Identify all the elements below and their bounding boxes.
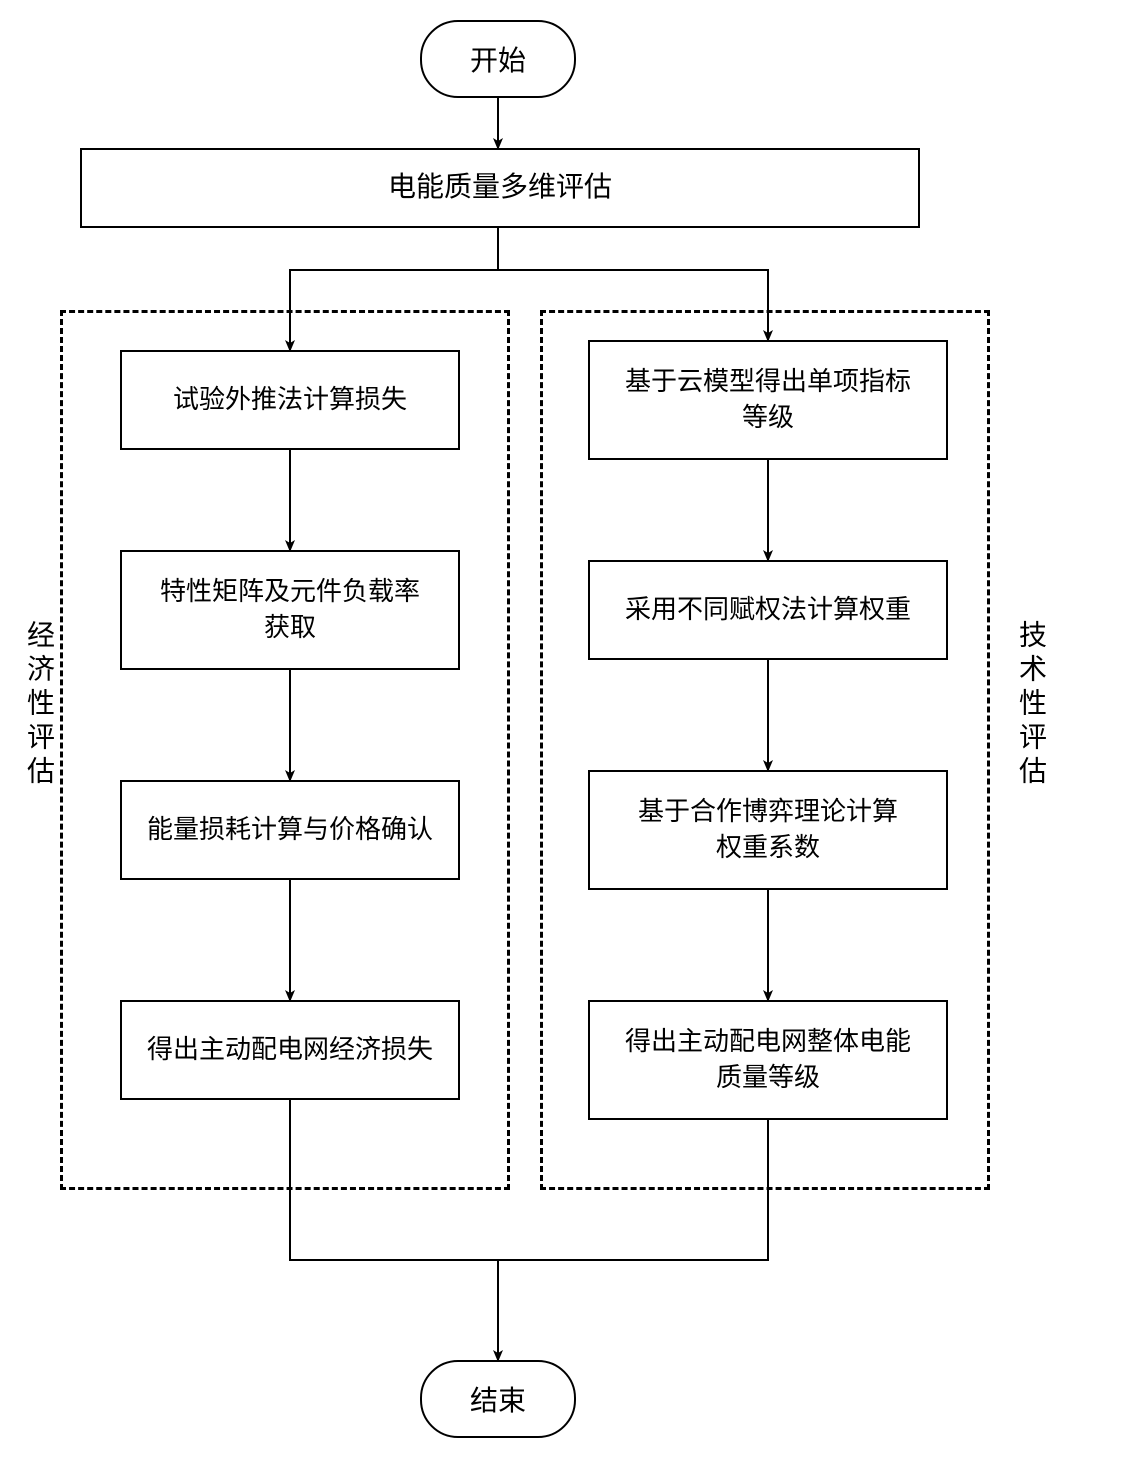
process-box-L2: 特性矩阵及元件负载率获取: [120, 550, 460, 670]
process-box-top: 电能质量多维评估: [80, 148, 920, 228]
group-right-label: 技术性评估: [1010, 620, 1050, 790]
process-box-R3: 基于合作博弈理论计算权重系数: [588, 770, 948, 890]
terminator-start: 开始: [420, 20, 576, 98]
process-box-L1-label: 试验外推法计算损失: [173, 382, 407, 418]
process-box-R4: 得出主动配电网整体电能质量等级: [588, 1000, 948, 1120]
process-box-L3-label: 能量损耗计算与价格确认: [147, 812, 433, 848]
terminator-start-label: 开始: [470, 39, 526, 79]
process-box-R1-label: 基于云模型得出单项指标等级: [625, 364, 911, 437]
process-box-L2-label: 特性矩阵及元件负载率获取: [160, 574, 420, 647]
process-box-R2: 采用不同赋权法计算权重: [588, 560, 948, 660]
process-box-R3-label: 基于合作博弈理论计算权重系数: [638, 794, 898, 867]
process-box-L3: 能量损耗计算与价格确认: [120, 780, 460, 880]
process-box-L1: 试验外推法计算损失: [120, 350, 460, 450]
process-box-L4-label: 得出主动配电网经济损失: [147, 1032, 433, 1068]
process-box-R2-label: 采用不同赋权法计算权重: [625, 592, 911, 628]
terminator-end: 结束: [420, 1360, 576, 1438]
process-box-top-label: 电能质量多维评估: [388, 168, 612, 207]
terminator-end-label: 结束: [470, 1379, 526, 1419]
process-box-L4: 得出主动配电网经济损失: [120, 1000, 460, 1100]
flowchart-canvas: 开始 电能质量多维评估 经济性评估 技术性评估 试验外推法计算损失 特性矩阵及元…: [0, 0, 1136, 1462]
process-box-R4-label: 得出主动配电网整体电能质量等级: [625, 1024, 911, 1097]
group-left-label: 经济性评估: [18, 620, 58, 790]
process-box-R1: 基于云模型得出单项指标等级: [588, 340, 948, 460]
